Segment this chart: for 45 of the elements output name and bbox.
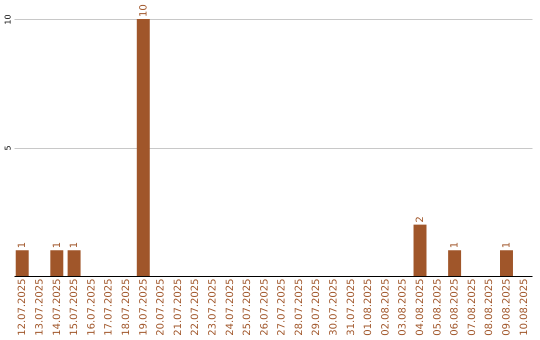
x-tick-label: 17.07.2025 — [104, 278, 115, 336]
x-tick-label: 13.07.2025 — [34, 278, 46, 336]
data-label: 10 — [138, 4, 150, 17]
bar — [68, 250, 81, 276]
x-tick-label: 14.07.2025 — [52, 278, 63, 336]
x-tick-label: 21.07.2025 — [172, 278, 184, 336]
data-label: 1 — [501, 242, 512, 248]
bar — [50, 250, 64, 276]
data-label: 1 — [52, 242, 63, 248]
x-tick-label: 04.08.2025 — [415, 278, 426, 336]
x-tick-label: 26.07.2025 — [259, 278, 270, 336]
x-tick-label: 31.07.2025 — [346, 278, 357, 336]
x-tick-label: 05.08.2025 — [432, 278, 444, 336]
x-tick-label: 15.07.2025 — [69, 278, 80, 336]
x-tick-label: 12.07.2025 — [17, 278, 28, 336]
x-tick-label: 07.08.2025 — [466, 278, 478, 336]
x-tick-label: 29.07.2025 — [311, 278, 322, 336]
x-tick-label: 24.07.2025 — [224, 278, 236, 336]
x-tick-label: 16.07.2025 — [86, 278, 98, 336]
x-tick-label: 10.08.2025 — [518, 278, 530, 336]
bar — [414, 224, 426, 276]
x-tick-label: 20.07.2025 — [156, 278, 167, 336]
x-tick-label: 22.07.2025 — [190, 278, 202, 336]
x-tick-label: 25.07.2025 — [242, 278, 254, 336]
x-tick-label: 03.08.2025 — [398, 278, 409, 336]
x-tick-label: 08.08.2025 — [484, 278, 496, 336]
bar — [500, 250, 513, 276]
y-tick-label: 5 — [4, 145, 12, 151]
bar — [16, 250, 29, 276]
x-tick-label: 06.08.2025 — [450, 278, 461, 336]
x-tick-label: 19.07.2025 — [138, 278, 150, 336]
x-tick-label: 01.08.2025 — [363, 278, 374, 336]
x-tick-label: 28.07.2025 — [294, 278, 305, 336]
bar — [136, 19, 150, 276]
data-label: 2 — [415, 216, 426, 223]
x-tick-label: 09.08.2025 — [501, 278, 512, 336]
x-tick-label: 18.07.2025 — [120, 278, 132, 336]
x-tick-label: 02.08.2025 — [380, 278, 392, 336]
data-label: 1 — [450, 242, 461, 248]
data-label: 1 — [69, 242, 80, 248]
x-tick-label: 23.07.2025 — [207, 278, 218, 336]
x-tick-label: 30.07.2025 — [328, 278, 340, 336]
bar — [448, 250, 462, 276]
data-label: 1 — [17, 242, 28, 248]
x-tick-label: 27.07.2025 — [276, 278, 288, 336]
